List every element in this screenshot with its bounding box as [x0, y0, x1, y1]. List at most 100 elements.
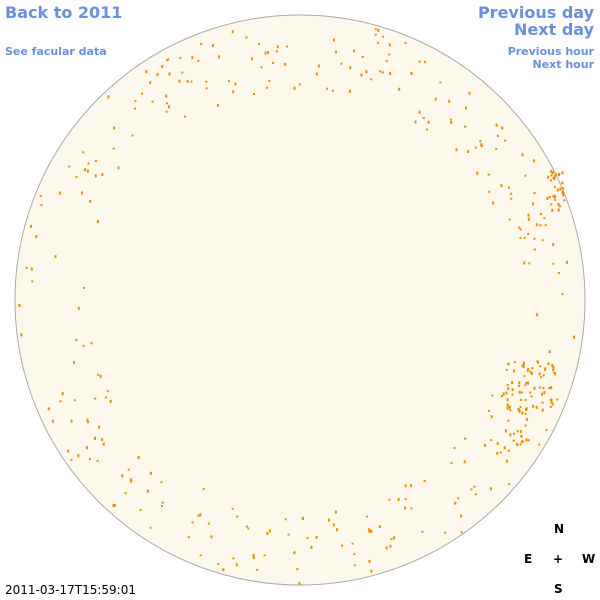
facula	[557, 272, 560, 274]
facula	[513, 361, 516, 364]
facula	[35, 235, 38, 239]
facula	[507, 419, 510, 422]
facula	[150, 471, 152, 475]
facula	[231, 507, 234, 510]
facula	[516, 430, 519, 433]
timestamp: 2011-03-17T15:59:01	[5, 583, 136, 597]
facula	[468, 91, 471, 95]
facular-data-link[interactable]: See facular data	[5, 45, 107, 58]
facula	[232, 557, 235, 560]
facula	[538, 386, 541, 389]
facula	[266, 532, 269, 535]
facula	[501, 126, 504, 130]
facula	[511, 388, 514, 392]
facula	[525, 381, 528, 384]
facula	[370, 529, 373, 533]
facula	[559, 187, 562, 191]
facula	[216, 103, 219, 107]
facula	[117, 166, 120, 170]
facula	[327, 518, 330, 522]
previous-day-link[interactable]: Previous day	[477, 3, 594, 22]
facula	[88, 458, 91, 461]
facula	[491, 394, 494, 397]
facula	[94, 174, 97, 178]
facula	[556, 398, 559, 401]
facula	[423, 479, 426, 482]
facula	[379, 70, 382, 73]
facula	[47, 407, 50, 411]
facula	[161, 65, 164, 68]
facula	[532, 202, 535, 206]
facula	[552, 369, 555, 371]
facula	[550, 400, 553, 404]
facula	[217, 55, 220, 59]
facula	[464, 125, 467, 128]
facula	[96, 220, 99, 223]
back-link[interactable]: Back to 2011	[5, 3, 123, 22]
facula	[315, 535, 318, 539]
facula	[247, 527, 250, 530]
facula	[502, 392, 505, 396]
facula	[211, 44, 214, 47]
compass-north: N	[554, 522, 565, 536]
facula	[500, 184, 503, 188]
facula	[439, 81, 442, 84]
next-hour-link[interactable]: Next hour	[532, 58, 595, 71]
facula	[527, 217, 530, 221]
facula	[101, 173, 104, 176]
facula	[519, 406, 522, 408]
facula	[331, 89, 334, 92]
facula	[306, 537, 309, 540]
facula	[556, 188, 559, 192]
facula	[82, 286, 85, 289]
previous-hour-link[interactable]: Previous hour	[507, 45, 594, 58]
next-day-link[interactable]: Next day	[514, 20, 594, 39]
facula	[139, 509, 142, 511]
facula	[31, 280, 34, 283]
facula	[410, 484, 412, 488]
facula	[479, 140, 482, 143]
facula	[517, 408, 520, 411]
facula	[528, 262, 531, 265]
facula	[492, 201, 495, 205]
facula	[234, 82, 237, 86]
facula	[553, 198, 556, 201]
facula	[179, 57, 182, 60]
facula	[284, 518, 287, 521]
facula	[526, 417, 529, 421]
facula	[542, 387, 545, 389]
facula	[557, 202, 560, 206]
facula	[127, 468, 130, 471]
facula	[541, 392, 543, 396]
facula	[191, 56, 194, 60]
facula	[427, 120, 430, 124]
facula	[518, 390, 521, 394]
facula	[527, 233, 530, 235]
facula	[506, 406, 509, 410]
facula	[519, 443, 522, 446]
facula	[398, 87, 401, 91]
facula	[541, 408, 544, 412]
facula	[544, 367, 547, 370]
facula	[507, 186, 510, 189]
facula	[70, 419, 73, 423]
facula	[124, 492, 127, 495]
facula	[448, 99, 451, 103]
facula	[543, 217, 546, 220]
facula	[368, 559, 371, 563]
facula	[87, 162, 90, 165]
facula	[476, 171, 479, 175]
facula	[301, 517, 304, 520]
facula	[165, 110, 168, 113]
facula	[516, 444, 519, 447]
facula	[370, 78, 373, 81]
facula	[550, 170, 553, 174]
facula	[524, 384, 527, 387]
facula	[524, 174, 527, 177]
facula	[377, 41, 380, 44]
facula	[98, 425, 101, 429]
facula	[94, 160, 97, 162]
facula	[548, 350, 551, 354]
solar-disk	[14, 14, 586, 586]
facula	[540, 376, 542, 379]
